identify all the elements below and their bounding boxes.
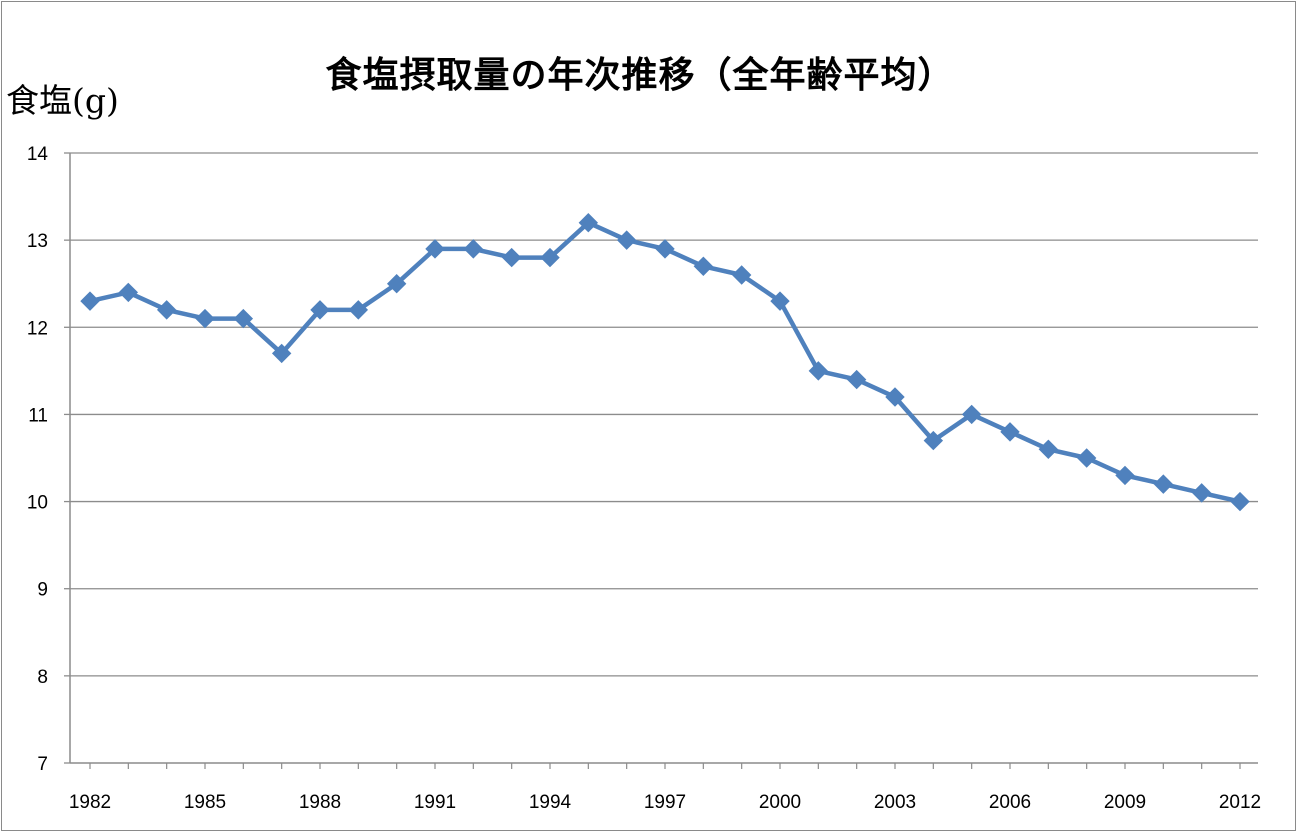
data-point-2009	[1115, 465, 1135, 486]
data-point-2002	[846, 369, 867, 390]
data-point-2007	[1038, 439, 1059, 459]
x-tick-label-2009: 2009	[1104, 792, 1146, 813]
data-point-1997	[655, 239, 675, 259]
data-point-2005	[961, 404, 982, 425]
x-tick-labels: 1982 1985 1988 1991 1994 1997 2000 2003 2006 2009…	[69, 792, 1261, 813]
data-point-2011	[1191, 483, 1212, 503]
x-tick-label-2003: 2003	[874, 792, 916, 813]
x-tick-label-1991: 1991	[414, 792, 456, 813]
x-tick-label-2006: 2006	[989, 792, 1031, 813]
data-point-1994	[540, 247, 560, 268]
data-point-2000	[770, 291, 790, 311]
series	[80, 213, 1250, 512]
data-point-1989	[348, 300, 369, 320]
data-point-2010	[1153, 474, 1174, 494]
data-point-1999	[731, 265, 752, 285]
series-line	[89, 220, 1241, 504]
data-point-1987	[271, 343, 292, 364]
data-point-1998	[693, 256, 714, 276]
y-tick-label-13: 13	[27, 231, 48, 252]
y-tick-label-11: 11	[28, 405, 48, 426]
data-point-2003	[885, 387, 905, 407]
gridlines	[70, 152, 1258, 677]
chart-title: 食塩摂取量の年次推移（全年齢平均）	[325, 55, 955, 96]
y-tick-label-10: 10	[27, 493, 48, 514]
data-point-1985	[195, 308, 215, 329]
y-tick-labels: 7 8 9 10 11 12 13 14	[27, 144, 49, 775]
y-axis-label: 食塩(g)	[6, 81, 119, 120]
x-tick-label-2012: 2012	[1219, 792, 1261, 813]
x-tick-label-1994: 1994	[529, 792, 572, 813]
data-point-2008	[1076, 448, 1097, 468]
x-tick-label-1997: 1997	[644, 792, 686, 813]
data-point-2004	[923, 430, 944, 451]
x-tick-label-1985: 1985	[184, 792, 226, 813]
y-tick-label-8: 8	[37, 667, 48, 688]
data-point-1986	[233, 308, 254, 329]
data-point-1991	[425, 239, 445, 259]
x-tick-label-1988: 1988	[299, 792, 341, 813]
x-tick-label-2000: 2000	[759, 792, 801, 813]
data-point-1990	[386, 274, 407, 294]
data-point-1984	[156, 300, 177, 320]
data-point-1982	[80, 291, 100, 311]
data-point-1983	[118, 282, 139, 303]
data-point-2001	[808, 361, 829, 381]
y-tick-label-9: 9	[37, 580, 48, 601]
y-tick-label-14: 14	[27, 144, 49, 165]
data-point-1992	[463, 239, 484, 259]
data-point-1993	[501, 247, 522, 268]
data-point-1995	[578, 213, 599, 233]
data-point-1988	[310, 300, 330, 320]
data-point-1996	[616, 230, 637, 250]
data-point-2006	[1000, 422, 1020, 442]
y-tick-label-12: 12	[27, 318, 48, 339]
data-point-2012	[1230, 491, 1250, 512]
x-tick-label-1982: 1982	[69, 792, 111, 813]
axes	[64, 152, 1258, 769]
y-tick-label-7: 7	[37, 754, 48, 775]
